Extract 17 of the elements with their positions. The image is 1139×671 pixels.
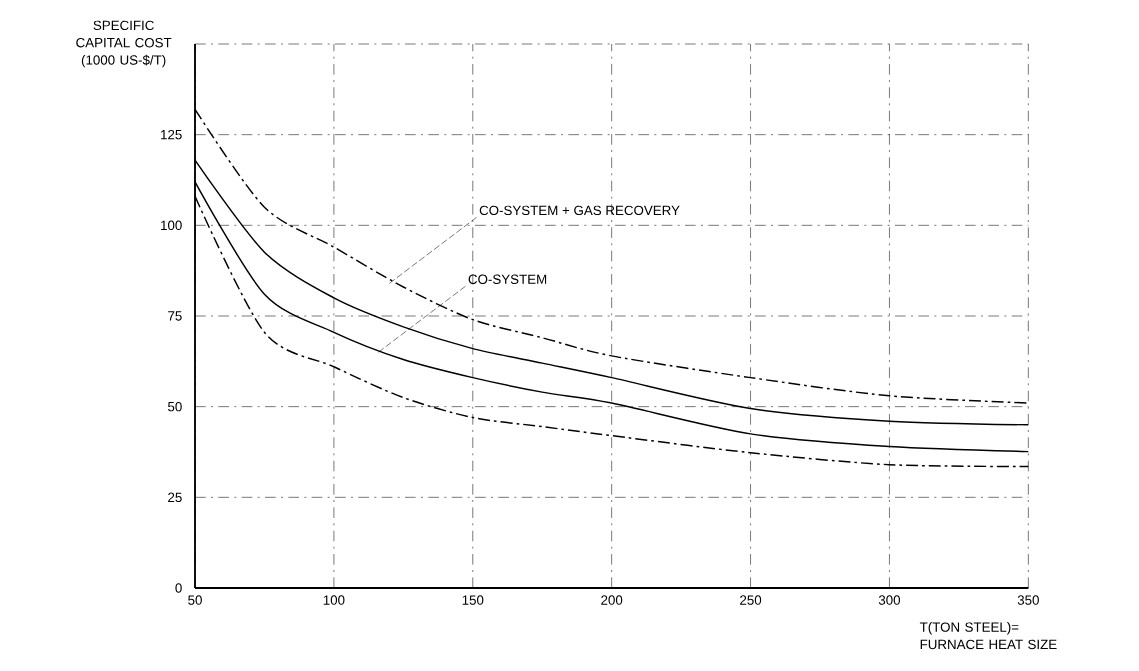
x-tick-label: 350 [1017,595,1039,605]
x-tick-label: 250 [740,595,762,605]
annotation: CO-SYSTEM [468,274,547,284]
x-tick-label: 150 [462,595,484,605]
y-tick-label: 100 [161,220,182,231]
y-tick-label: 0 [175,583,182,593]
x-axis-title: T(TON STEEL)= FURNACE HEAT SIZE [919,622,1057,650]
y-tick-label: 50 [168,401,182,412]
annotation: CO-SYSTEM + GAS RECOVERY [479,205,680,216]
y-tick-label: 125 [161,129,182,140]
y-tick-label: 25 [168,492,182,503]
x-tick-label: 300 [878,595,901,605]
y-axis-title: SPECIFIC CAPITAL COST (1000 US-$/T) [76,20,172,68]
x-tick-label: 50 [188,595,202,605]
x-tick-label: 100 [323,595,345,605]
x-tick-label: 200 [601,595,623,605]
y-tick-label: 75 [168,311,182,321]
